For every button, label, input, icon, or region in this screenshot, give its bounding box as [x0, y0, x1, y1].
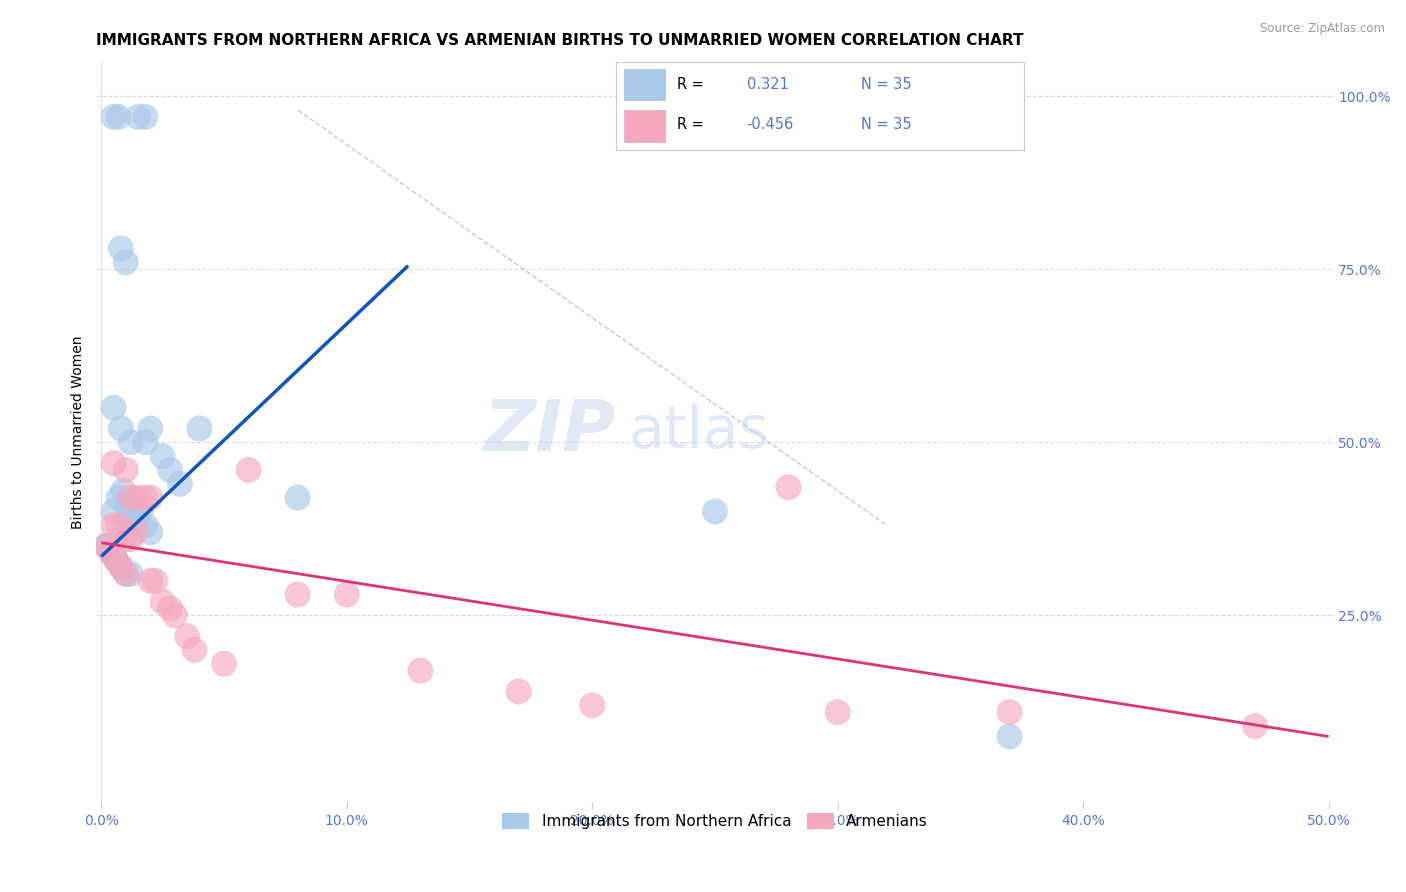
- Point: [103, 456, 125, 470]
- Point: [100, 546, 122, 560]
- Point: [107, 518, 129, 533]
- Point: [163, 608, 186, 623]
- Point: [143, 574, 166, 588]
- Point: [114, 566, 136, 581]
- Point: [104, 553, 127, 567]
- Point: [107, 110, 129, 124]
- Point: [110, 560, 132, 574]
- Point: [112, 532, 135, 546]
- Point: [139, 574, 162, 588]
- Point: [703, 504, 725, 518]
- Point: [120, 435, 142, 450]
- Point: [508, 684, 530, 698]
- Point: [1244, 719, 1267, 733]
- Point: [409, 664, 432, 678]
- Point: [188, 421, 211, 435]
- Point: [129, 504, 152, 518]
- Point: [114, 255, 136, 269]
- Point: [998, 706, 1021, 720]
- Point: [103, 110, 125, 124]
- Point: [110, 242, 132, 256]
- Point: [238, 463, 260, 477]
- Point: [581, 698, 603, 713]
- Point: [120, 532, 142, 546]
- Point: [103, 504, 125, 518]
- Point: [107, 491, 129, 505]
- Point: [152, 594, 174, 608]
- Point: [124, 511, 146, 525]
- Point: [212, 657, 235, 671]
- Point: [112, 483, 135, 498]
- Point: [169, 476, 191, 491]
- Point: [139, 421, 162, 435]
- Point: [827, 706, 849, 720]
- Point: [114, 566, 136, 581]
- Point: [110, 560, 132, 574]
- Point: [127, 491, 149, 505]
- Point: [139, 525, 162, 540]
- Point: [120, 504, 142, 518]
- Text: IMMIGRANTS FROM NORTHERN AFRICA VS ARMENIAN BIRTHS TO UNMARRIED WOMEN CORRELATIO: IMMIGRANTS FROM NORTHERN AFRICA VS ARMEN…: [97, 33, 1024, 48]
- Point: [114, 498, 136, 512]
- Point: [159, 463, 181, 477]
- Point: [96, 539, 118, 553]
- Y-axis label: Births to Unmarried Women: Births to Unmarried Women: [72, 335, 86, 529]
- Text: atlas: atlas: [628, 403, 769, 460]
- Point: [336, 588, 359, 602]
- Point: [183, 643, 205, 657]
- Point: [998, 730, 1021, 744]
- Point: [100, 546, 122, 560]
- Point: [114, 525, 136, 540]
- Point: [104, 553, 127, 567]
- Point: [134, 110, 156, 124]
- Point: [287, 491, 309, 505]
- Point: [103, 546, 125, 560]
- Point: [114, 463, 136, 477]
- Point: [134, 518, 156, 533]
- Point: [120, 566, 142, 581]
- Point: [159, 601, 181, 615]
- Point: [778, 480, 800, 494]
- Point: [134, 491, 156, 505]
- Point: [110, 421, 132, 435]
- Point: [124, 525, 146, 540]
- Point: [287, 588, 309, 602]
- Point: [134, 435, 156, 450]
- Point: [96, 539, 118, 553]
- Point: [103, 518, 125, 533]
- Point: [120, 491, 142, 505]
- Text: ZIP: ZIP: [484, 397, 616, 467]
- Text: Source: ZipAtlas.com: Source: ZipAtlas.com: [1260, 22, 1385, 36]
- Point: [103, 401, 125, 415]
- Point: [152, 449, 174, 463]
- Point: [139, 491, 162, 505]
- Point: [97, 539, 120, 553]
- Point: [127, 110, 149, 124]
- Point: [176, 629, 198, 643]
- Legend: Immigrants from Northern Africa, Armenians: Immigrants from Northern Africa, Armenia…: [496, 807, 934, 836]
